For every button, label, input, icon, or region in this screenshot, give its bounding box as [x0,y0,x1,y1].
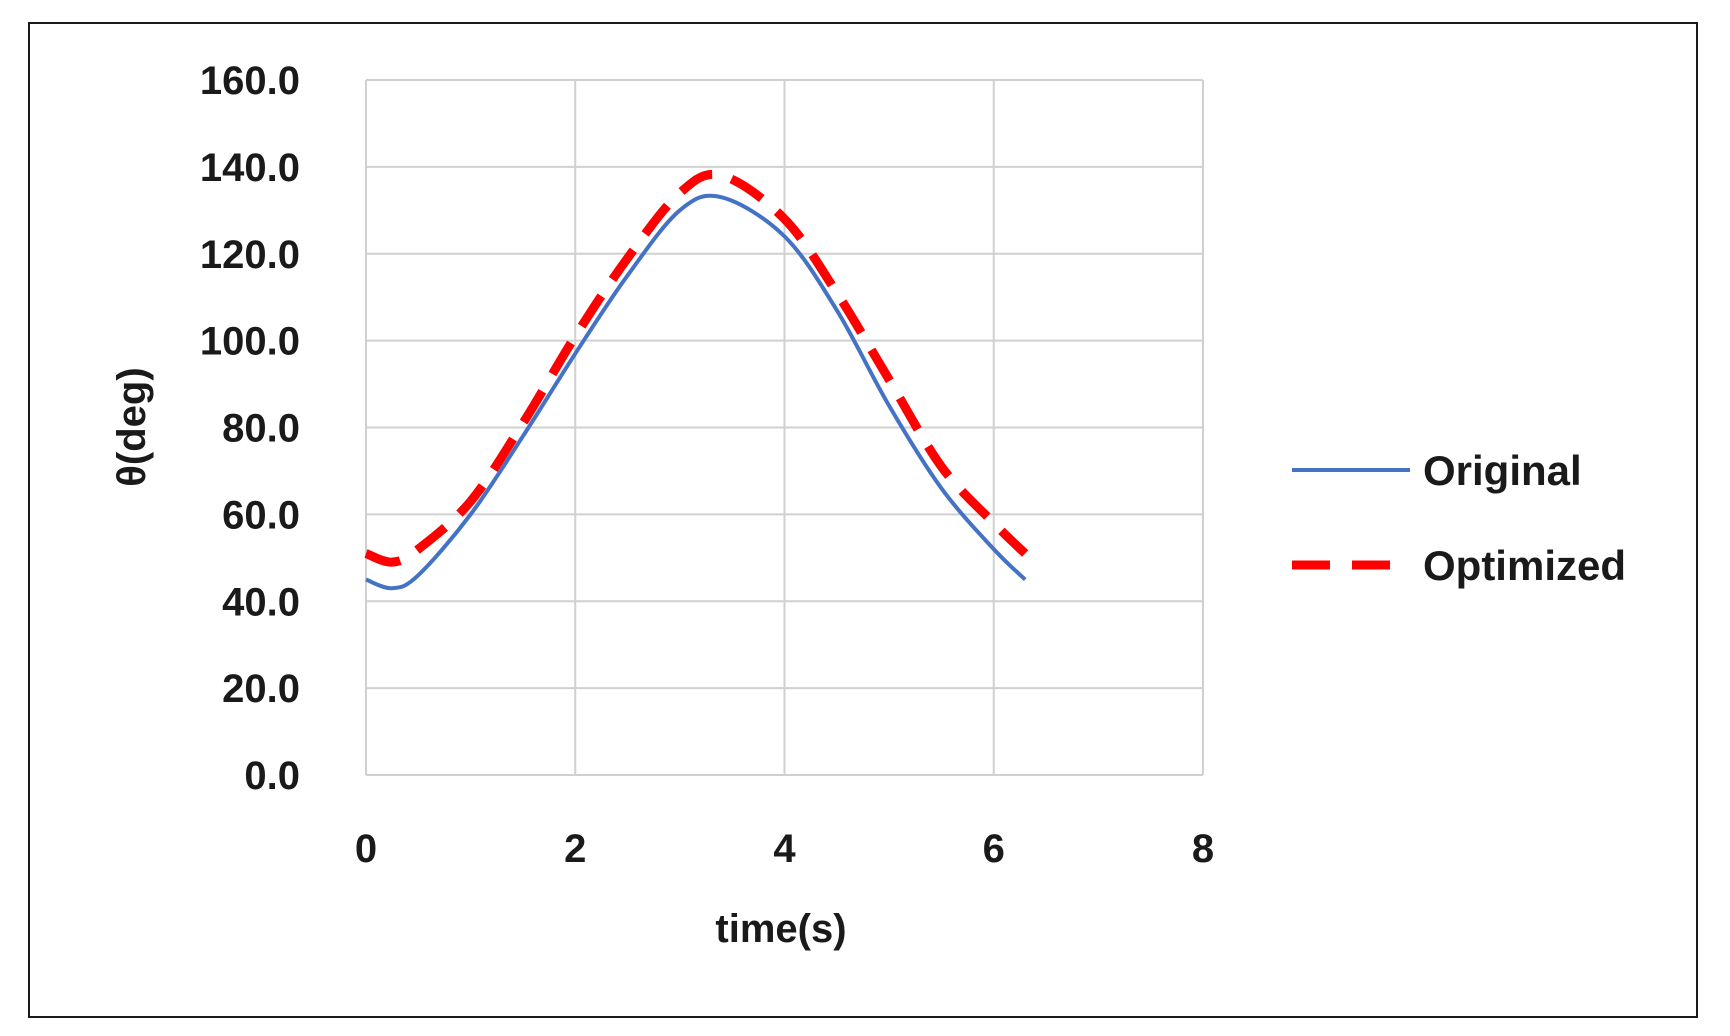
series-line-original [365,193,1027,591]
series-line-optimized [364,169,1029,567]
y-tick-label: 20.0 [222,667,300,711]
y-tick-label: 0.0 [244,754,300,798]
x-tick-label: 8 [1192,827,1214,871]
y-tick-label: 120.0 [200,233,300,277]
legend-label-original: Original [1423,447,1582,494]
y-axis-label: θ(deg) [110,367,154,486]
legend: Original Optimized [1292,447,1626,589]
y-tick-label: 40.0 [222,580,300,624]
y-tick-label: 100.0 [200,320,300,364]
x-tick-label: 4 [773,827,796,871]
gridlines [365,79,1204,776]
x-tick-label: 6 [983,827,1005,871]
y-tick-labels: 0.0 20.0 40.0 60.0 80.0 100.0 120.0 140.0 160.0 [200,59,300,798]
x-tick-label: 2 [564,827,586,871]
x-axis-label: time(s) [715,907,846,951]
y-tick-label: 60.0 [222,493,300,537]
x-tick-label: 0 [355,827,377,871]
y-tick-label: 80.0 [222,407,300,451]
x-tick-labels: 0 2 4 6 8 [355,827,1214,871]
legend-label-optimized: Optimized [1423,542,1626,589]
y-tick-label: 160.0 [200,59,300,103]
y-tick-label: 140.0 [200,146,300,190]
chart-frame [28,22,1698,1018]
series-lines [364,169,1029,591]
